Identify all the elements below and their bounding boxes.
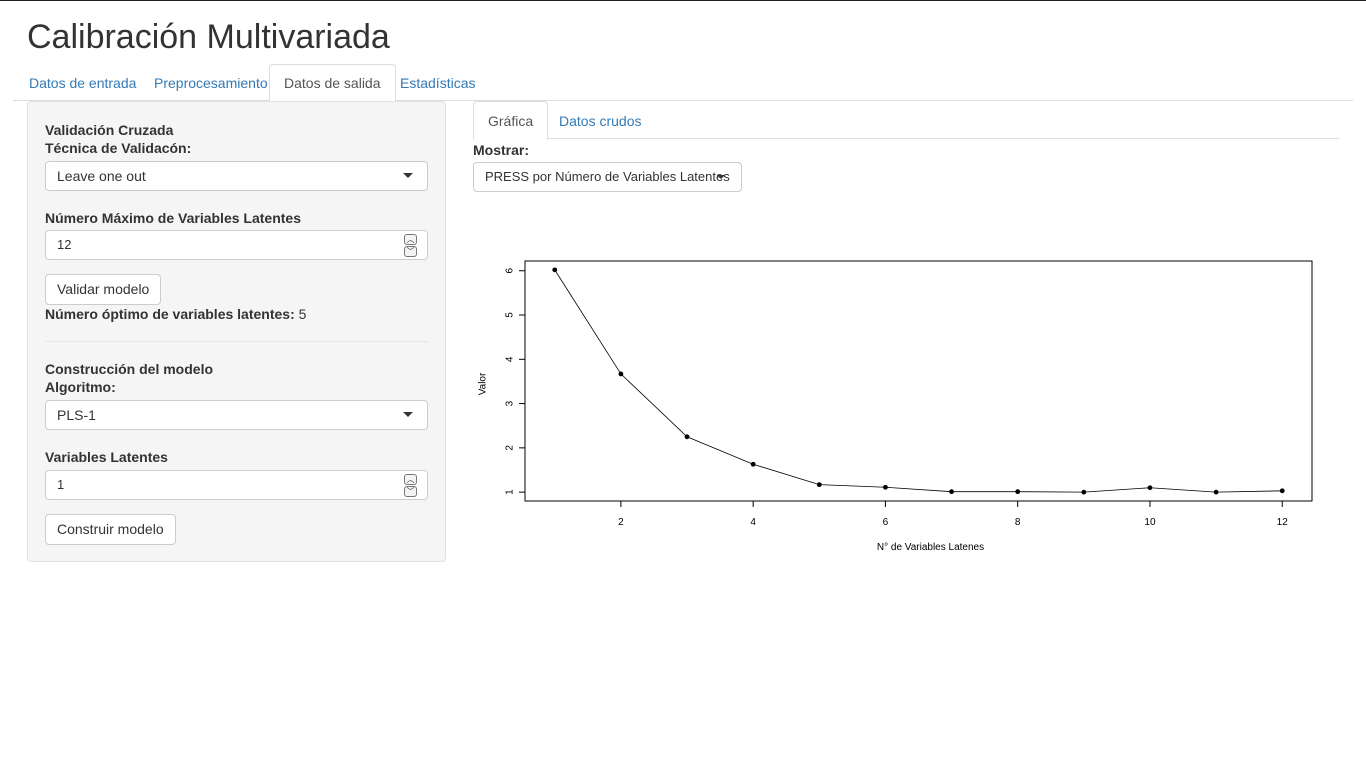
spin-down-icon[interactable]: ﹀ bbox=[404, 246, 417, 257]
divider bbox=[45, 341, 428, 342]
data-point bbox=[1279, 488, 1285, 494]
build-model-button[interactable]: Construir modelo bbox=[45, 514, 176, 545]
tab-datos-de-salida[interactable]: Datos de salida bbox=[269, 64, 396, 102]
caret-down-icon bbox=[403, 412, 413, 417]
caret-down-icon bbox=[403, 173, 413, 178]
latent-variables-label: Variables Latentes bbox=[45, 449, 168, 465]
model-construction-heading: Construcción del modelo bbox=[45, 361, 214, 377]
data-point bbox=[883, 484, 888, 490]
y-tick-label: 6 bbox=[505, 268, 516, 274]
data-point bbox=[1147, 485, 1153, 491]
validation-technique-select[interactable]: Leave one out bbox=[45, 161, 428, 191]
x-tick-label: 4 bbox=[750, 517, 756, 528]
tab-datos-de-entrada[interactable]: Datos de entrada bbox=[29, 75, 137, 91]
y-tick-label: 3 bbox=[505, 400, 516, 406]
tab-grafica[interactable]: Gráfica bbox=[473, 101, 549, 140]
main-tab-bar: Datos de entrada Preprocesamiento Datos … bbox=[13, 64, 1353, 102]
data-point bbox=[552, 267, 558, 273]
output-tab-bar: Gráfica Datos crudos bbox=[473, 101, 1339, 140]
tab-preprocesamiento[interactable]: Preprocesamiento bbox=[154, 75, 268, 91]
max-latent-variables-input[interactable]: 12 ︿ ﹀ bbox=[45, 230, 428, 260]
optimal-latent-variables-label: Número óptimo de variables latentes: bbox=[45, 306, 295, 322]
show-dropdown-value: PRESS por Número de Variables Latentes bbox=[485, 169, 730, 184]
y-tick-label: 2 bbox=[505, 445, 516, 451]
latent-variables-value: 1 bbox=[57, 477, 65, 492]
tab-datos-crudos[interactable]: Datos crudos bbox=[559, 113, 642, 129]
x-tick-label: 10 bbox=[1144, 517, 1156, 528]
data-point bbox=[816, 482, 822, 488]
algorithm-label: Algoritmo: bbox=[45, 379, 116, 395]
series-line bbox=[554, 269, 1283, 493]
data-point bbox=[618, 371, 624, 377]
optimal-latent-variables-value: 5 bbox=[298, 306, 307, 322]
data-point bbox=[1081, 489, 1087, 495]
algorithm-value: PLS-1 bbox=[57, 407, 96, 423]
validation-technique-value: Leave one out bbox=[57, 168, 146, 184]
y-axis-label: Valor bbox=[478, 372, 489, 395]
algorithm-select[interactable]: PLS-1 bbox=[45, 400, 428, 430]
spin-up-icon[interactable]: ︿ bbox=[404, 474, 417, 485]
tab-estadisticas[interactable]: Estadísticas bbox=[400, 75, 476, 91]
x-tick-label: 8 bbox=[1015, 517, 1021, 528]
number-spinner: ︿ ﹀ bbox=[404, 234, 417, 257]
y-tick-label: 5 bbox=[505, 312, 516, 318]
spin-down-icon[interactable]: ﹀ bbox=[404, 486, 417, 497]
show-label: Mostrar: bbox=[473, 142, 530, 158]
page-title: Calibración Multivariada bbox=[27, 18, 390, 56]
latent-variables-input[interactable]: 1 ︿ ﹀ bbox=[45, 470, 428, 500]
max-latent-variables-label: Número Máximo de Variables Latentes bbox=[45, 210, 301, 226]
caret-down-icon bbox=[717, 175, 725, 179]
optimal-latent-variables: Número óptimo de variables latentes: 5 bbox=[45, 306, 306, 322]
sidebar-panel: Validación Cruzada Técnica de Validacón:… bbox=[27, 101, 446, 562]
data-point bbox=[750, 461, 756, 467]
number-spinner: ︿ ﹀ bbox=[404, 474, 417, 497]
x-tick-label: 12 bbox=[1277, 517, 1289, 528]
x-tick-label: 2 bbox=[618, 517, 624, 528]
show-dropdown[interactable]: PRESS por Número de Variables Latentes bbox=[473, 162, 742, 192]
data-point bbox=[1213, 489, 1219, 495]
y-tick-label: 1 bbox=[505, 489, 516, 495]
spin-up-icon[interactable]: ︿ bbox=[404, 234, 417, 245]
x-tick-label: 6 bbox=[883, 517, 889, 528]
validate-model-button[interactable]: Validar modelo bbox=[45, 274, 162, 305]
plot-frame bbox=[524, 260, 1313, 502]
data-point bbox=[1015, 489, 1021, 495]
max-latent-variables-value: 12 bbox=[57, 237, 72, 252]
data-point bbox=[949, 489, 954, 495]
y-tick-label: 4 bbox=[505, 356, 516, 362]
data-point bbox=[684, 434, 690, 440]
cross-validation-heading: Validación Cruzada bbox=[45, 122, 174, 138]
x-axis-label: N° de Variables Latenes bbox=[877, 542, 984, 553]
validation-technique-label: Técnica de Validacón: bbox=[45, 140, 192, 156]
